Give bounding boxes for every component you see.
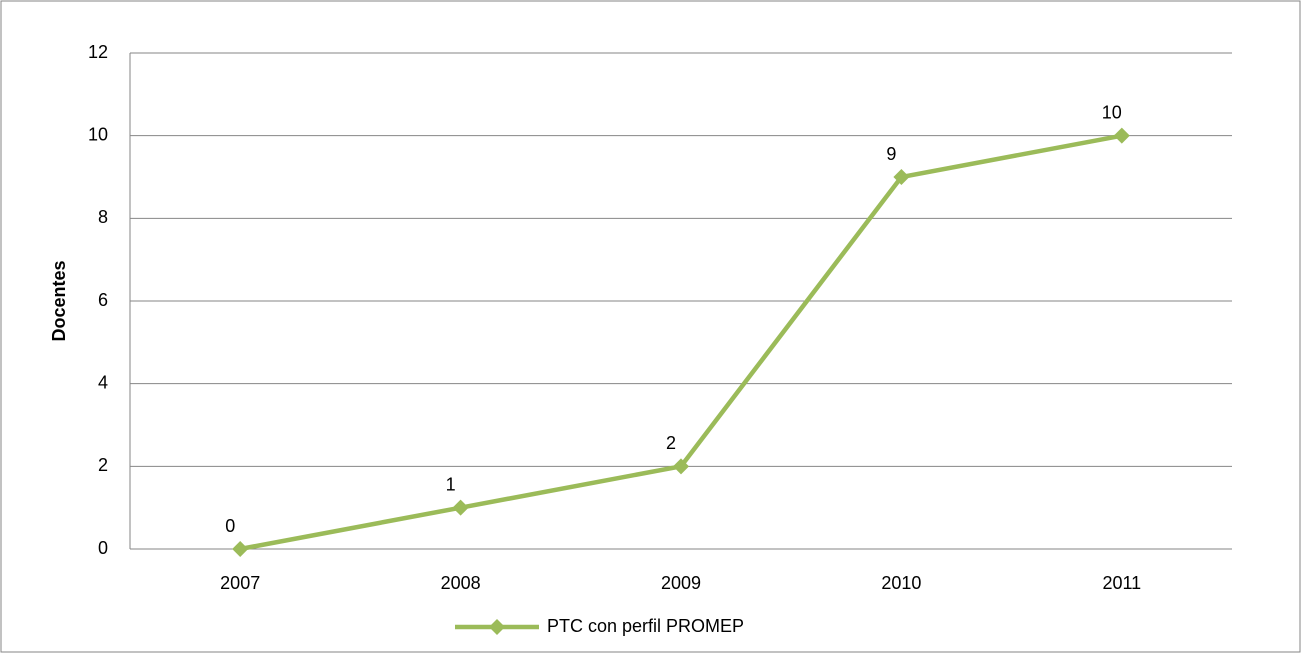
marker	[673, 458, 689, 475]
data-label: 1	[446, 474, 456, 494]
y-tick-label: 6	[98, 290, 108, 310]
marker	[1113, 127, 1130, 144]
y-tick-label: 4	[98, 372, 108, 392]
x-tick-label: 2008	[441, 573, 481, 593]
x-tick-label: 2009	[661, 573, 701, 593]
data-label: 9	[886, 144, 896, 164]
y-tick-label: 0	[98, 538, 108, 558]
y-tick-label: 8	[98, 207, 108, 227]
x-tick-label: 2007	[220, 573, 260, 593]
data-label: 10	[1102, 102, 1122, 122]
x-tick-label: 2010	[881, 573, 921, 593]
marker	[232, 541, 249, 557]
legend-label: PTC con perfil PROMEP	[547, 616, 744, 636]
data-label: 2	[666, 433, 676, 453]
marker	[893, 169, 910, 185]
y-tick-label: 10	[88, 124, 108, 144]
legend-marker	[489, 619, 505, 635]
y-axis-label: Docentes	[49, 260, 69, 341]
data-label: 0	[225, 516, 235, 536]
y-tick-label: 2	[98, 455, 108, 475]
x-tick-label: 2011	[1102, 573, 1141, 593]
y-tick-label: 12	[88, 42, 108, 62]
marker	[452, 499, 469, 516]
